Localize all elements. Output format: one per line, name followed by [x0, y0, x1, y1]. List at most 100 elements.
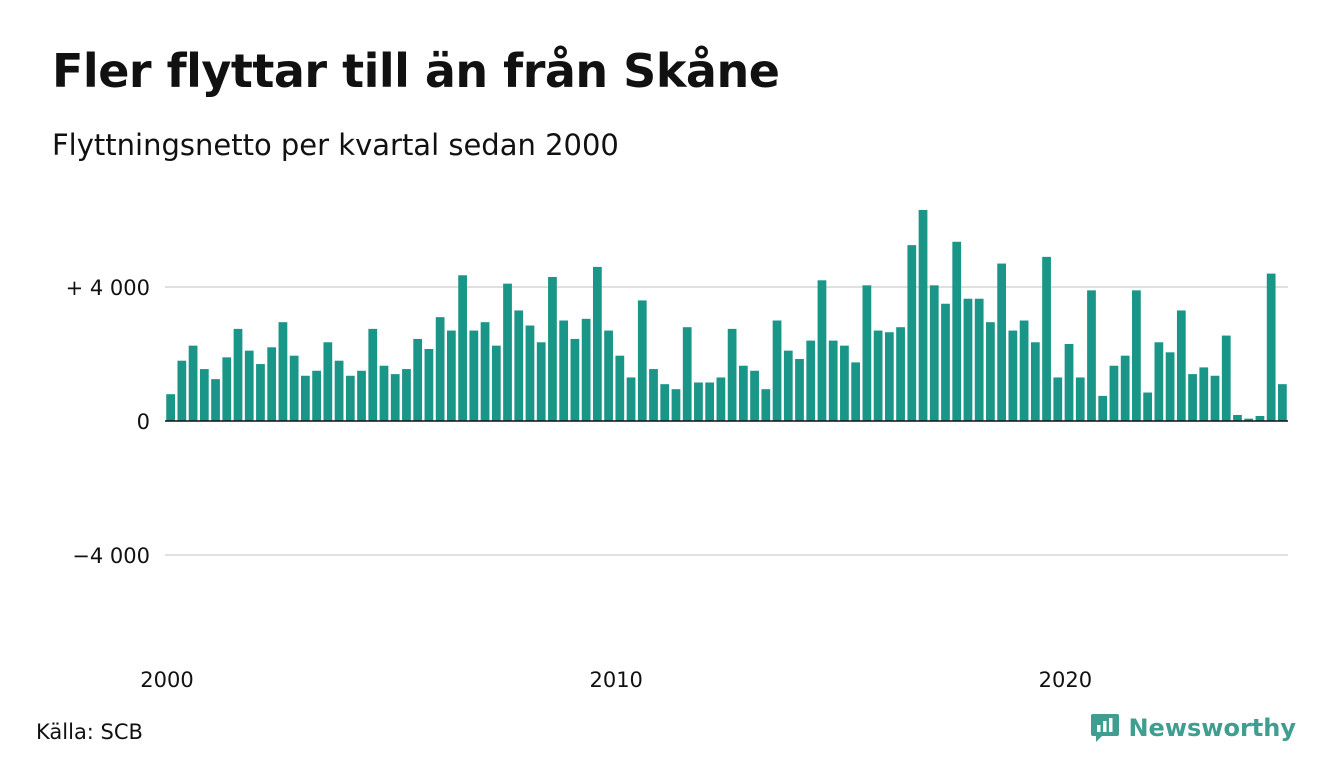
bar: [446, 330, 456, 421]
bar: [413, 338, 423, 421]
bar: [368, 328, 378, 422]
bar: [491, 345, 501, 422]
bar: [177, 360, 187, 421]
bar: [1278, 384, 1287, 421]
bar: [1087, 290, 1096, 421]
bar: [1143, 392, 1153, 421]
bar: [536, 342, 546, 421]
bar: [750, 370, 759, 421]
bar: [761, 389, 771, 421]
bar: [323, 342, 333, 421]
bar: [716, 377, 726, 421]
x-tick-label: 2000: [140, 668, 193, 692]
bar: [660, 384, 670, 421]
chart-title: Fler flyttar till än från Skåne: [52, 44, 780, 98]
bar: [952, 241, 962, 421]
bar: [974, 298, 984, 421]
bar: [1098, 395, 1108, 422]
bar: [211, 379, 220, 422]
bar: [435, 317, 445, 421]
bar: [480, 322, 490, 421]
bar: [379, 365, 389, 421]
bar: [963, 298, 973, 421]
bar: [581, 318, 591, 421]
bar: [1109, 365, 1119, 421]
bar: [738, 365, 748, 421]
bar: [334, 360, 344, 421]
bar: [514, 310, 524, 421]
bar: [424, 348, 434, 421]
bar: [884, 332, 894, 421]
bar: [458, 275, 467, 421]
bar: [289, 355, 299, 421]
bar: [1154, 342, 1164, 421]
chart-subtitle: Flyttningsnetto per kvartal sedan 2000: [52, 128, 619, 162]
gridlines: [165, 286, 1288, 556]
bar: [828, 340, 838, 421]
bar: [570, 338, 580, 421]
bar: [244, 350, 254, 421]
brand-logo[interactable]: Newsworthy: [1090, 712, 1296, 744]
bar: [312, 370, 321, 421]
bar: [929, 285, 939, 421]
bar: [907, 245, 917, 422]
bar: [278, 322, 288, 421]
bar: [783, 350, 793, 421]
bar: [559, 320, 569, 421]
bar: [267, 347, 277, 421]
bar: [694, 382, 703, 421]
bar: [682, 327, 692, 421]
newsworthy-logo-icon: [1091, 714, 1120, 742]
bar: [222, 357, 232, 421]
bar: [525, 325, 535, 421]
bar: [1165, 352, 1175, 421]
bar: [390, 374, 400, 421]
y-tick-label: + 4 000: [66, 276, 150, 300]
x-tick-label: 2020: [1039, 668, 1092, 692]
bar: [301, 375, 310, 421]
bar: [1042, 256, 1051, 421]
bar: [548, 276, 557, 421]
y-tick-label: −4 000: [72, 544, 150, 568]
bar: [615, 355, 625, 421]
bar: [256, 364, 265, 421]
y-tick-label: 0: [137, 410, 150, 434]
bar: [166, 394, 175, 421]
bar: [1199, 367, 1209, 421]
bar: [1221, 335, 1231, 421]
bar: [1075, 377, 1085, 421]
bar: [1176, 310, 1186, 421]
bar: [1053, 377, 1063, 421]
bar: [1188, 374, 1197, 421]
bar: [1064, 343, 1074, 421]
bar: [1255, 415, 1265, 421]
bar: [772, 320, 782, 421]
bar: [649, 369, 658, 421]
bar: [986, 322, 995, 421]
bar: [1008, 330, 1018, 421]
bar: [402, 369, 411, 421]
bar: [671, 389, 681, 421]
bar: [1266, 273, 1276, 421]
bar: [941, 303, 950, 421]
bar: [345, 375, 355, 421]
bar: [199, 369, 209, 421]
bar: [233, 328, 243, 422]
bar: [604, 330, 613, 421]
bar: [1233, 414, 1242, 421]
bar: [503, 283, 512, 421]
bar: [626, 377, 636, 421]
bar: [840, 345, 849, 422]
bar: [873, 330, 883, 421]
bar: [851, 362, 861, 422]
bar: [705, 382, 715, 421]
bar: [1132, 290, 1141, 421]
source-note: Källa: SCB: [36, 720, 143, 744]
bar: [896, 327, 905, 421]
bar: [357, 370, 366, 421]
axes: + 4 000 0 −4 000 2000 2010 2020: [66, 276, 1288, 692]
bar: [997, 263, 1007, 421]
x-tick-label: 2010: [589, 668, 642, 692]
bar: [817, 280, 827, 421]
bar: [862, 285, 872, 421]
